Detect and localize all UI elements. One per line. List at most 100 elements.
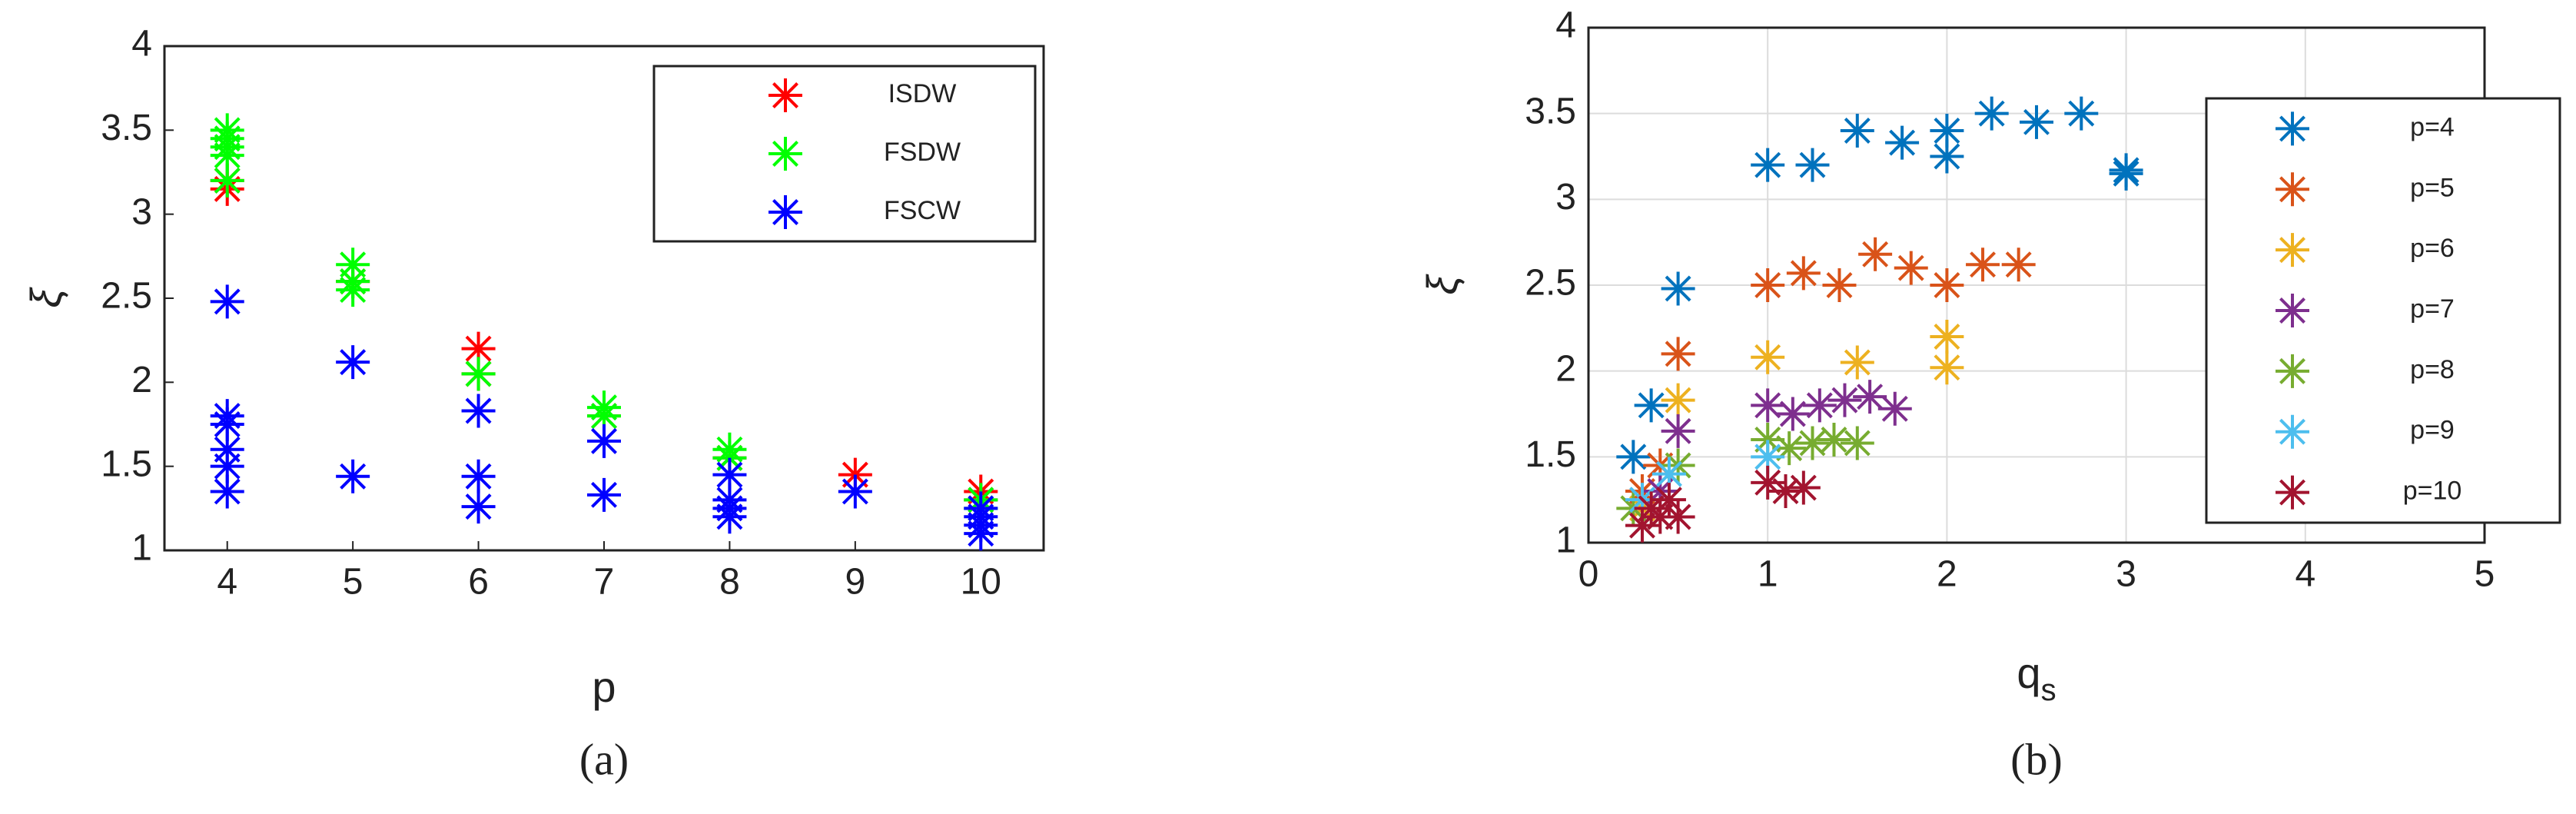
x-tick-label: 3	[2116, 554, 2136, 595]
data-point	[1930, 351, 1964, 385]
y-tick-label: 1	[131, 528, 152, 569]
x-axis-label-main: p	[592, 663, 616, 711]
data-point	[1795, 426, 1830, 460]
y-tick-label: 1.5	[1525, 434, 1576, 475]
legend-box	[652, 65, 1037, 243]
y-tick-label: 3.5	[1525, 91, 1576, 131]
data-point	[1817, 423, 1851, 457]
data-point	[1751, 465, 1785, 500]
data-point	[1885, 125, 1920, 160]
legend-marker	[768, 137, 802, 171]
legend-label: ISDW	[888, 79, 957, 108]
y-tick-label: 2.5	[101, 276, 152, 317]
legend-marker	[768, 78, 802, 112]
data-point	[1634, 388, 1668, 423]
data-point	[1751, 388, 1785, 423]
y-tick-label: 4	[1555, 5, 1576, 46]
x-tick-label: 4	[217, 562, 237, 603]
x-tick-label: 4	[2295, 554, 2315, 595]
data-point	[1661, 271, 1695, 306]
data-point	[712, 457, 747, 492]
x-axis-label: p	[592, 663, 616, 711]
data-point	[210, 163, 244, 198]
data-point	[1661, 414, 1695, 448]
y-tick-label: 1.5	[101, 444, 152, 484]
data-point	[1661, 500, 1695, 534]
data-point	[1930, 268, 1964, 302]
data-point	[210, 474, 244, 509]
data-point	[1974, 96, 2009, 131]
y-tick-label: 2	[131, 360, 152, 400]
x-tick-label: 2	[1937, 554, 1957, 595]
data-point	[461, 331, 496, 366]
x-tick-label: 8	[719, 562, 740, 603]
legend-marker	[2276, 475, 2309, 510]
data-point	[1775, 397, 1810, 431]
data-point	[210, 449, 244, 483]
legend-label: p=10	[2403, 477, 2462, 506]
data-point	[210, 407, 244, 441]
data-point	[461, 394, 496, 428]
data-point	[1877, 391, 1912, 426]
data-point	[1966, 248, 2000, 282]
legend-label: FSDW	[884, 138, 961, 167]
data-point	[838, 474, 872, 509]
data-point	[461, 490, 496, 524]
data-point	[1840, 114, 1874, 148]
x-tick-label: 5	[343, 562, 363, 603]
data-point	[1651, 457, 1686, 491]
data-point	[1840, 426, 1874, 460]
data-point	[1840, 345, 1874, 380]
data-point	[461, 357, 496, 391]
data-point	[587, 477, 621, 512]
legend-box	[2205, 97, 2561, 524]
x-axis-label-main: q	[2017, 649, 2040, 697]
x-tick-label: 6	[468, 562, 489, 603]
data-point	[712, 500, 747, 534]
legend-label: p=4	[2410, 112, 2455, 141]
y-tick-label: 3.5	[101, 108, 152, 148]
data-point	[1751, 440, 1785, 474]
data-point	[1616, 440, 1651, 474]
data-point	[1751, 423, 1785, 457]
data-point	[2020, 105, 2053, 139]
legend-label: p=8	[2410, 355, 2455, 384]
data-point	[1795, 148, 1830, 182]
data-point	[1802, 388, 1837, 423]
data-point	[336, 345, 370, 380]
y-tick-label: 3	[131, 191, 152, 232]
legend-label: FSCW	[884, 196, 961, 225]
data-point	[587, 424, 621, 458]
axes-frame	[163, 45, 1045, 552]
data-point	[1643, 500, 1678, 534]
data-point	[1894, 251, 1928, 285]
data-point	[1786, 470, 1821, 505]
data-point	[2001, 248, 2036, 282]
x-tick-label: 10	[961, 562, 1001, 603]
x-tick-label: 9	[845, 562, 866, 603]
data-point	[2109, 153, 2143, 188]
caption: (a)	[579, 734, 629, 784]
data-point	[210, 138, 244, 173]
data-point	[1751, 340, 1785, 374]
y-tick-label: 1	[1555, 520, 1576, 561]
y-tick-label: 3	[1555, 177, 1576, 218]
x-tick-label: 7	[594, 562, 615, 603]
data-point	[1930, 320, 1964, 354]
legend-marker	[2276, 354, 2309, 388]
data-point	[1772, 431, 1807, 466]
legend-label: p=6	[2410, 234, 2455, 263]
data-point	[1651, 483, 1686, 517]
data-point	[2064, 96, 2099, 131]
y-axis-label: ξ	[22, 287, 70, 308]
y-tick-label: 4	[131, 24, 152, 65]
data-point	[1751, 268, 1785, 302]
data-point	[336, 459, 370, 493]
x-axis-label-subscript: s	[2041, 673, 2056, 707]
legend-label: p=5	[2410, 173, 2455, 202]
y-axis-label: ξ	[1418, 274, 1466, 295]
legend-label: p=7	[2410, 294, 2455, 324]
data-point	[587, 399, 621, 434]
data-point	[1751, 148, 1785, 182]
